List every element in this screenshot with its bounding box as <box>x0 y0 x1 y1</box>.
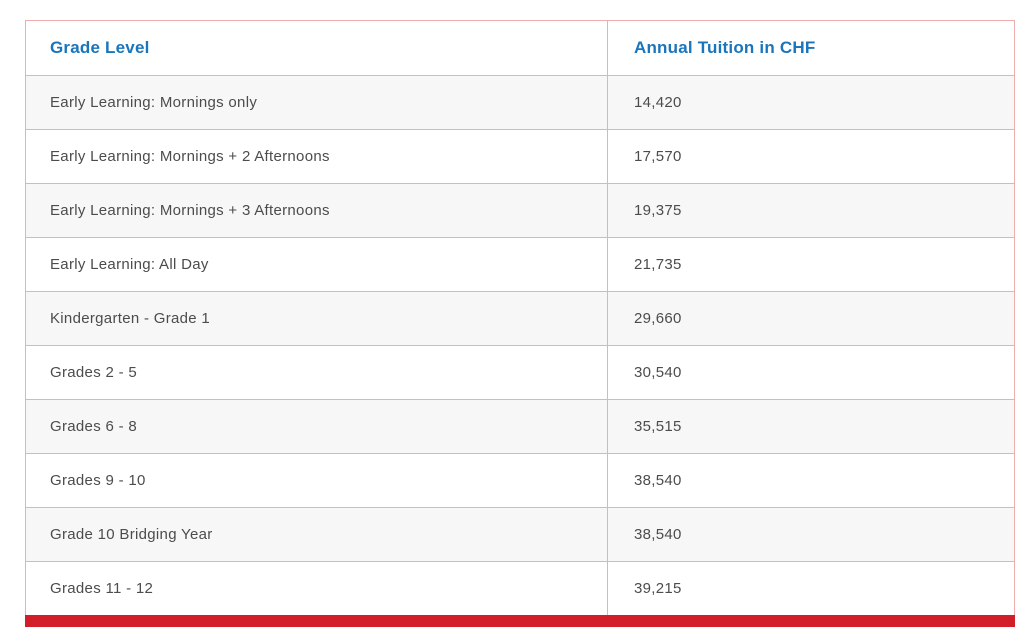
grade-level-cell: Early Learning: Mornings only <box>26 76 608 129</box>
table-row: Grades 9 - 10 38,540 <box>26 453 1014 507</box>
grade-level-cell: Grade 10 Bridging Year <box>26 508 608 561</box>
tuition-table-wrapper: Grade Level Annual Tuition in CHF Early … <box>25 20 1015 627</box>
table-row: Early Learning: Mornings only 14,420 <box>26 75 1014 129</box>
grade-level-cell: Early Learning: Mornings + 2 Afternoons <box>26 130 608 183</box>
table-row: Early Learning: Mornings + 2 Afternoons … <box>26 129 1014 183</box>
table-row: Grades 2 - 5 30,540 <box>26 345 1014 399</box>
table-row: Early Learning: Mornings + 3 Afternoons … <box>26 183 1014 237</box>
red-accent-bar <box>25 615 1015 627</box>
tuition-cell: 38,540 <box>634 526 682 543</box>
grade-level-cell: Early Learning: All Day <box>26 238 608 291</box>
grade-level-cell: Early Learning: Mornings + 3 Afternoons <box>26 184 608 237</box>
table-row: Kindergarten - Grade 1 29,660 <box>26 291 1014 345</box>
tuition-cell: 19,375 <box>634 202 682 219</box>
tuition-cell: 17,570 <box>634 148 682 165</box>
tuition-cell: 30,540 <box>634 364 682 381</box>
tuition-cell: 14,420 <box>634 94 682 111</box>
table-row: Early Learning: All Day 21,735 <box>26 237 1014 291</box>
table-header-row: Grade Level Annual Tuition in CHF <box>26 21 1014 75</box>
tuition-cell: 21,735 <box>634 256 682 273</box>
grade-level-cell: Grades 2 - 5 <box>26 346 608 399</box>
tuition-cell: 39,215 <box>634 580 682 597</box>
grade-level-cell: Grades 6 - 8 <box>26 400 608 453</box>
grade-level-cell: Kindergarten - Grade 1 <box>26 292 608 345</box>
tuition-table: Grade Level Annual Tuition in CHF Early … <box>25 20 1015 615</box>
tuition-cell: 35,515 <box>634 418 682 435</box>
grade-level-cell: Grades 9 - 10 <box>26 454 608 507</box>
column-header-grade-level: Grade Level <box>26 21 608 75</box>
grade-level-cell: Grades 11 - 12 <box>26 562 608 615</box>
tuition-cell: 29,660 <box>634 310 682 327</box>
table-row: Grade 10 Bridging Year 38,540 <box>26 507 1014 561</box>
table-row: Grades 6 - 8 35,515 <box>26 399 1014 453</box>
table-row: Grades 11 - 12 39,215 <box>26 561 1014 615</box>
column-header-annual-tuition: Annual Tuition in CHF <box>634 38 816 57</box>
tuition-cell: 38,540 <box>634 472 682 489</box>
